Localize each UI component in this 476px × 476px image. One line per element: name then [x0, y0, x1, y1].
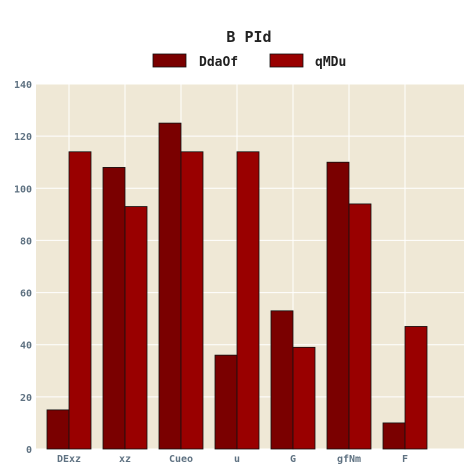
bar-qMDu-Cueo	[180, 151, 204, 450]
bar-qMDu-G	[292, 346, 316, 450]
bar-qMDu-F	[404, 326, 428, 450]
x-tick-label: F	[402, 454, 408, 465]
bar-qMDu-DExz	[68, 151, 92, 450]
bar-qMDu-xz	[124, 206, 148, 450]
y-tick-label: 20	[20, 393, 32, 404]
x-tick-label: G	[290, 454, 296, 465]
bar-DdaOf-xz	[102, 167, 126, 450]
y-tick-label: 0	[26, 445, 32, 456]
bar-DdaOf-DExz	[46, 409, 70, 450]
y-tick-label: 80	[20, 236, 32, 247]
bar-DdaOf-Cueo	[158, 122, 182, 450]
bar-DdaOf-u	[214, 354, 238, 450]
legend-label-series-2: qMDu	[315, 55, 346, 70]
legend-swatch-series-1	[152, 53, 187, 68]
x-tick-label: u	[234, 454, 240, 465]
y-tick-label: 100	[14, 184, 32, 195]
bar-DdaOf-gfNm	[326, 161, 350, 450]
x-tick-label: gfNm	[337, 454, 361, 465]
y-axis-ticks: 0 20 40 60 80 100 120 140	[14, 80, 32, 456]
y-tick-label: 120	[14, 132, 32, 143]
y-tick-label: 140	[14, 80, 32, 91]
bars	[46, 122, 428, 450]
bar-qMDu-u	[236, 151, 260, 450]
x-tick-label: Cueo	[169, 454, 193, 465]
y-tick-label: 40	[20, 341, 32, 352]
chart-title: B PId	[226, 28, 271, 46]
x-tick-label: xz	[119, 454, 131, 465]
legend: DdaOf qMDu	[152, 53, 346, 70]
bar-DdaOf-F	[382, 422, 406, 450]
bar-qMDu-gfNm	[348, 203, 372, 450]
y-tick-label: 60	[20, 289, 32, 300]
legend-swatch-series-2	[269, 53, 304, 68]
legend-label-series-1: DdaOf	[199, 55, 238, 70]
x-tick-label: DExz	[57, 454, 81, 465]
bar-DdaOf-G	[270, 310, 294, 450]
